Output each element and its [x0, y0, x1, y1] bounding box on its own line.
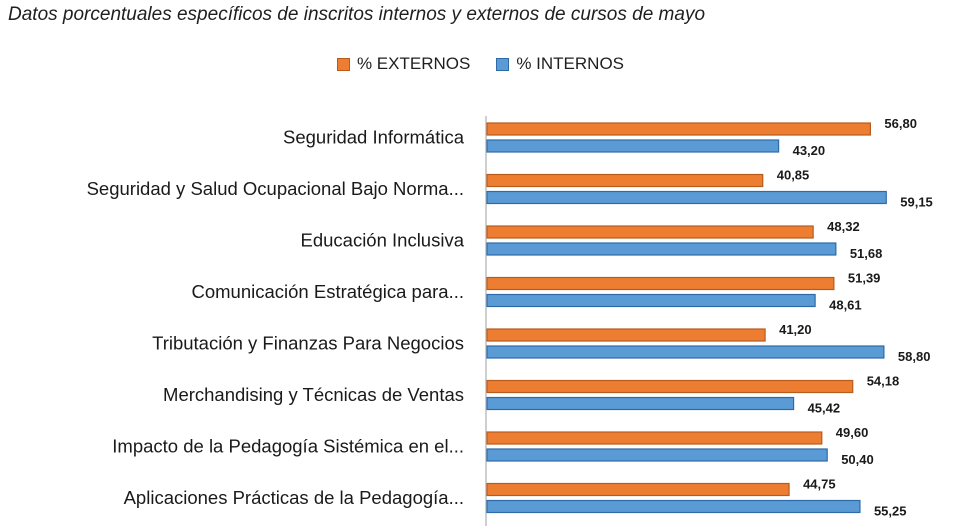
legend-swatch-internos	[496, 57, 510, 71]
category-label: Seguridad y Salud Ocupacional Bajo Norma…	[87, 178, 464, 199]
legend-label-externos: % EXTERNOS	[356, 54, 471, 73]
category-label: Comunicación Estratégica para...	[192, 281, 465, 302]
bar-externos	[486, 173, 764, 188]
bar-internos	[486, 448, 828, 462]
bar-internos	[486, 499, 861, 514]
data-label: 58,80	[898, 349, 931, 364]
data-label: 41,20	[779, 322, 812, 337]
bar-externos	[486, 482, 790, 497]
bar-externos	[486, 379, 854, 394]
data-label: 51,39	[848, 271, 881, 286]
category-label: Tributación y Finanzas Para Negocios	[152, 333, 464, 354]
data-label: 51,68	[850, 246, 883, 261]
data-label: 55,25	[874, 504, 907, 519]
data-label: 48,32	[827, 219, 860, 234]
category-label: Merchandising y Técnicas de Ventas	[163, 384, 464, 405]
bar-externos	[486, 328, 766, 342]
bar-internos	[486, 293, 816, 308]
legend-swatch-externos	[336, 57, 350, 71]
bar-internos	[486, 345, 885, 359]
category-label: Aplicaciones Prácticas de la Pedagogía..…	[124, 487, 464, 508]
data-label: 50,40	[841, 452, 874, 467]
bar-internos	[486, 396, 795, 411]
data-label: 56,80	[884, 116, 917, 131]
bar-internos	[486, 242, 837, 256]
bar-internos	[486, 139, 780, 153]
bar-externos	[486, 122, 871, 136]
bar-internos	[486, 190, 887, 205]
bar-externos	[486, 225, 814, 239]
category-label: Impacto de la Pedagogía Sistémica en el.…	[112, 436, 464, 457]
legend-item-internos: % INTERNOS	[496, 54, 624, 74]
category-label: Educación Inclusiva	[300, 230, 464, 251]
data-label: 43,20	[793, 143, 826, 158]
data-label: 40,85	[777, 168, 810, 183]
category-label: Seguridad Informática	[283, 127, 465, 148]
data-label: 45,42	[808, 401, 841, 416]
data-label: 59,15	[900, 195, 933, 210]
bar-externos	[486, 276, 835, 291]
data-label: 49,60	[836, 425, 869, 440]
legend: % EXTERNOS % INTERNOS	[0, 54, 961, 74]
legend-label-internos: % INTERNOS	[516, 54, 625, 73]
data-label: 54,18	[867, 374, 900, 389]
data-label: 48,61	[829, 298, 862, 313]
data-label: 44,75	[803, 477, 836, 492]
chart-title: Datos porcentuales específicos de inscri…	[8, 4, 706, 25]
bar-externos	[486, 431, 823, 445]
legend-item-externos: % EXTERNOS	[336, 54, 471, 74]
